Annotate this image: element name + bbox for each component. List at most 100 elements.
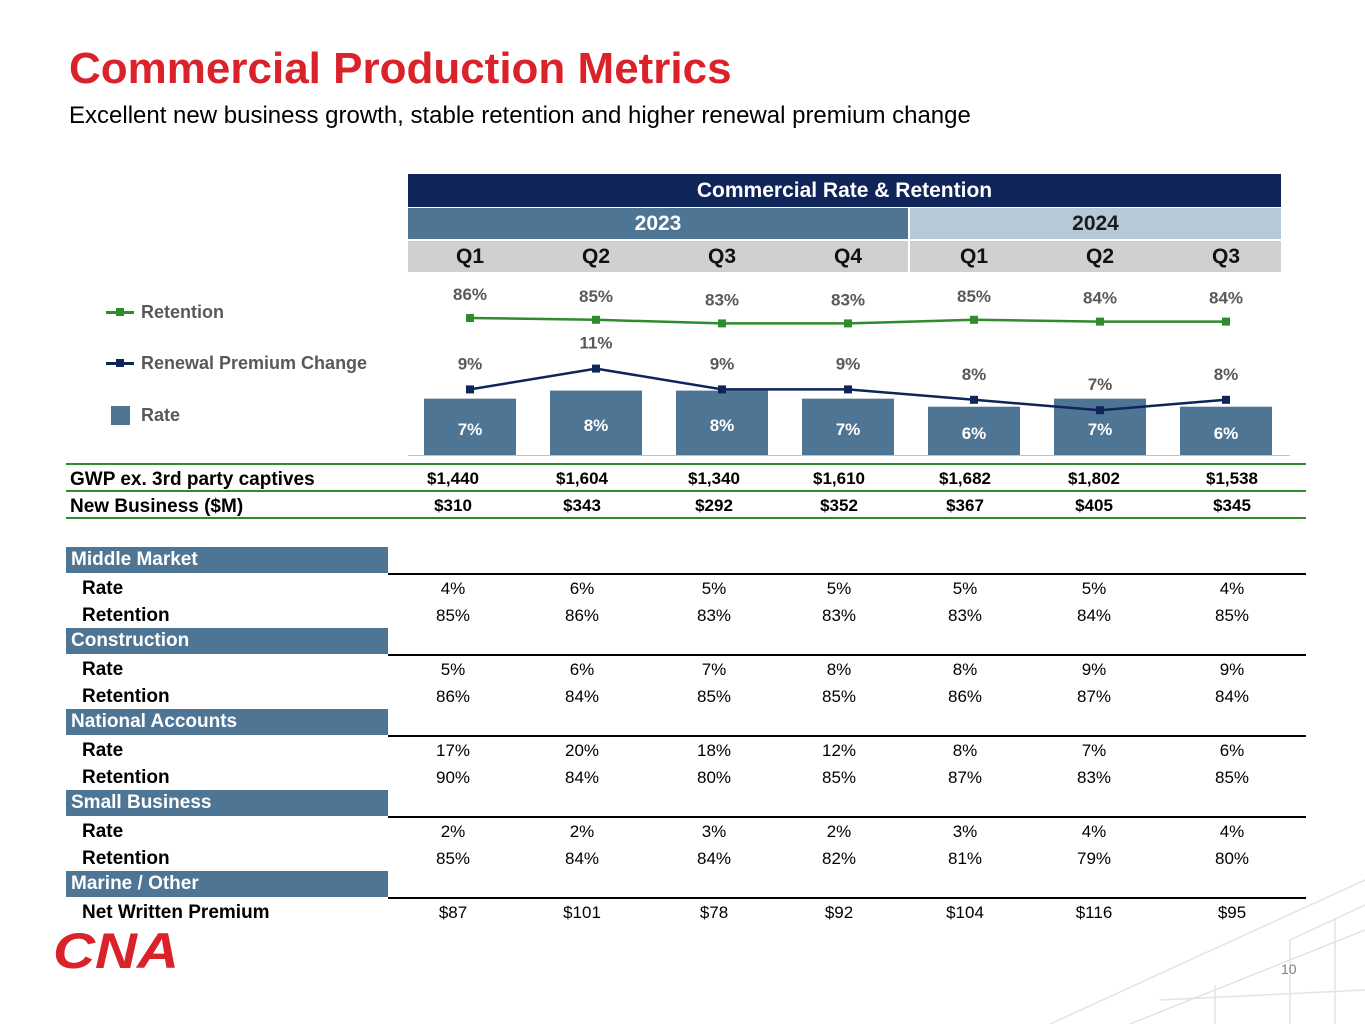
page-title: Commercial Production Metrics <box>69 44 732 93</box>
svg-text:CNA: CNA <box>53 926 179 972</box>
quarter-header: Q2 <box>581 244 610 268</box>
rate-bar-label: 7% <box>836 420 861 439</box>
segment-cell: $92 <box>824 903 854 922</box>
segment-cell: 5% <box>826 579 852 598</box>
summary-cell: $310 <box>434 496 472 515</box>
legend-retention: Retention <box>106 302 224 323</box>
quarter-header-row <box>408 241 1281 272</box>
quarter-header: Q3 <box>1211 244 1240 268</box>
rate-bar-label: 8% <box>710 416 735 435</box>
renewal-point <box>970 395 978 404</box>
segment-cell: 12% <box>821 741 857 760</box>
page-subtitle: Excellent new business growth, stable re… <box>69 102 971 129</box>
segment-cell: 3% <box>701 822 727 841</box>
segment-cell: 84% <box>1076 606 1112 625</box>
renewal-label: 8% <box>962 365 987 384</box>
segment-cell: 83% <box>821 606 857 625</box>
segment-rule <box>388 897 1306 899</box>
segment-cell: 2% <box>826 822 852 841</box>
summary-row-label: GWP ex. 3rd party captives <box>70 469 315 490</box>
renewal-label: 9% <box>710 354 735 373</box>
segment-cell: 5% <box>1081 579 1107 598</box>
segment-header: National Accounts <box>66 709 388 735</box>
retention-label: 83% <box>705 290 739 309</box>
segment-cell: $104 <box>946 903 984 922</box>
legend-retention-label: Retention <box>141 302 224 322</box>
segment-cell: 2% <box>569 822 595 841</box>
page-number: 10 <box>1281 961 1297 977</box>
segment-cell: 2% <box>440 822 466 841</box>
segment-cell: 7% <box>701 660 727 679</box>
segment-cell: $116 <box>1075 903 1113 922</box>
segment-cell: 18% <box>696 741 732 760</box>
segment-cell: 9% <box>1081 660 1107 679</box>
legend-rate: Rate <box>106 405 180 426</box>
segment-cell: 79% <box>1076 849 1112 868</box>
rate-bar-label: 7% <box>458 420 483 439</box>
segment-cell: 90% <box>435 768 471 787</box>
segment-header: Construction <box>66 628 388 654</box>
segment-rule <box>388 735 1306 737</box>
summary-cell: $292 <box>695 496 733 515</box>
summary-row-rule <box>66 517 1306 519</box>
retention-point <box>466 314 474 322</box>
segment-row-label: Retention <box>82 605 170 626</box>
renewal-point <box>592 364 600 373</box>
rate-bar-label: 6% <box>962 424 987 443</box>
segment-rule <box>388 573 1306 575</box>
legend-renewal: Renewal Premium Change <box>106 353 367 374</box>
summary-cell: $1,538 <box>1206 469 1258 488</box>
rate-bar <box>550 390 642 455</box>
segment-cell: 85% <box>435 849 471 868</box>
segment-cell: $78 <box>699 903 729 922</box>
summary-cell: $1,610 <box>813 469 865 488</box>
segment-cell: 6% <box>569 579 595 598</box>
renewal-point <box>1222 395 1230 404</box>
retention-point <box>1096 317 1104 326</box>
segment-cell: 83% <box>947 606 983 625</box>
segment-cell: 87% <box>947 768 983 787</box>
retention-point <box>970 315 978 324</box>
segment-cell: 80% <box>1214 849 1250 868</box>
rate-bar <box>802 398 894 455</box>
rate-bar-label: 8% <box>584 416 609 435</box>
legend-rate-label: Rate <box>141 405 181 425</box>
segment-cell: 85% <box>1214 606 1250 625</box>
segment-cell: 83% <box>1076 768 1112 787</box>
segment-cell: $101 <box>563 903 601 922</box>
summary-cell: $352 <box>820 496 858 515</box>
year-header-2024: 2024 <box>910 208 1281 239</box>
segment-row-label: Rate <box>82 659 124 680</box>
renewal-line-icon <box>106 359 134 367</box>
segment-cell: 5% <box>440 660 466 679</box>
retention-label: 84% <box>1083 289 1117 308</box>
rate-bar-label: 6% <box>1214 424 1239 443</box>
segment-cell: $95 <box>1217 903 1247 922</box>
table-header-title: Commercial Rate & Retention <box>408 174 1281 207</box>
segment-cell: 6% <box>569 660 595 679</box>
segment-cell: 85% <box>696 687 732 706</box>
segment-cell: 8% <box>826 660 852 679</box>
segment-cell: 4% <box>440 579 466 598</box>
quarter-header: Q2 <box>1085 244 1114 268</box>
segment-rule <box>388 654 1306 656</box>
segment-cell: 85% <box>821 768 857 787</box>
retention-label: 84% <box>1209 289 1243 308</box>
rate-retention-chart: 7% 8% 8% 7% 6% 7% 6% 86% 85% 83% 83% 85% 84% 84% 9% 11%… <box>408 285 1290 456</box>
renewal-label: 7% <box>1088 375 1113 394</box>
segment-cell: 84% <box>564 849 600 868</box>
segment-cell: 81% <box>947 849 983 868</box>
segment-row-label: Retention <box>82 686 170 707</box>
summary-cell: $343 <box>563 496 601 515</box>
segment-cell: 20% <box>564 741 600 760</box>
segment-row-label: Retention <box>82 848 170 869</box>
segment-row-label: Rate <box>82 740 124 761</box>
segment-cell: 7% <box>1081 741 1107 760</box>
segment-rule <box>388 816 1306 818</box>
segment-header: Marine / Other <box>66 871 388 897</box>
segment-cell: 80% <box>696 768 732 787</box>
segment-cell: 4% <box>1219 822 1245 841</box>
summary-cell: $345 <box>1213 496 1251 515</box>
summary-top-rule <box>66 463 1306 465</box>
